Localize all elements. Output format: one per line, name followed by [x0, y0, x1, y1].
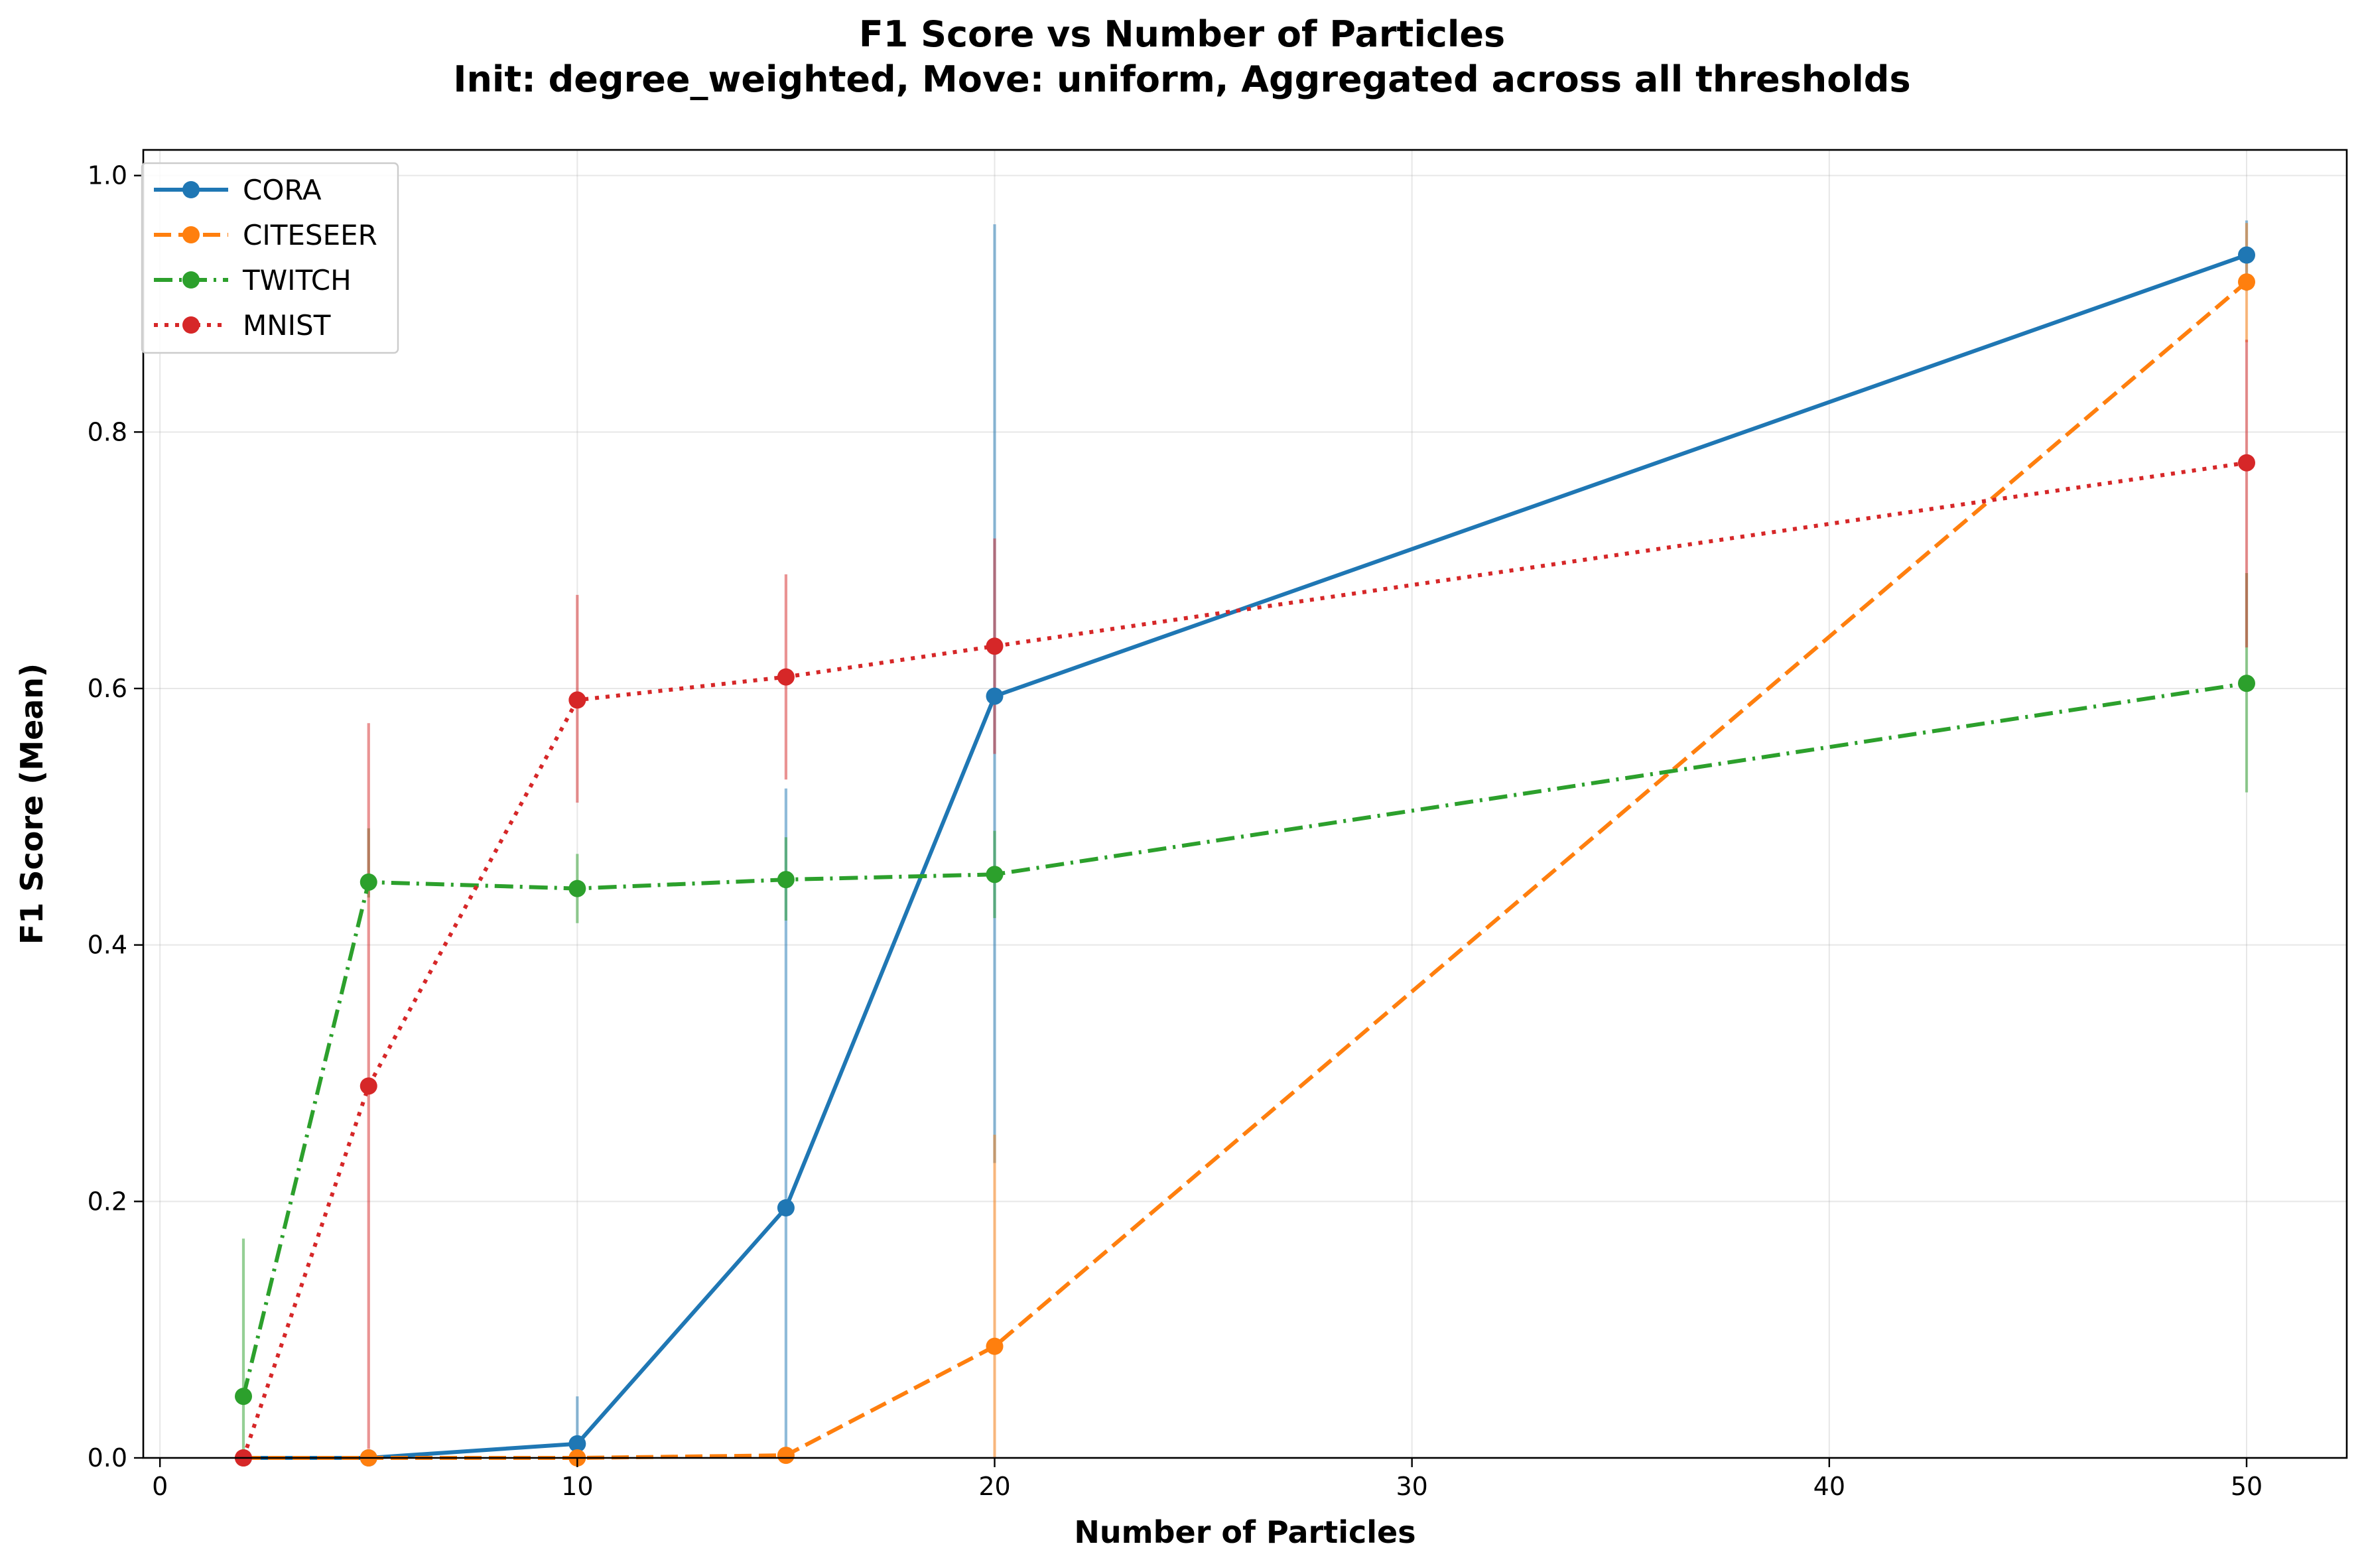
citeseer-point [2238, 273, 2255, 291]
twitch-point [568, 880, 586, 897]
x-tick-label: 30 [1396, 1472, 1427, 1501]
legend-cora-label: CORA [243, 174, 322, 206]
plot-frame [142, 149, 2348, 1459]
legend-mnist-marker [182, 316, 200, 334]
cora-point [568, 1435, 586, 1453]
x-axis-title: Number of Particles [1074, 1514, 1415, 1550]
mnist-point [360, 1077, 377, 1095]
legend-citeseer-marker [182, 226, 200, 243]
y-tick-label: 0.0 [88, 1443, 127, 1472]
twitch-line [241, 681, 2247, 1397]
cora-point [986, 687, 1004, 705]
series-markers [235, 246, 2255, 1467]
grid-lines [143, 150, 2347, 1459]
mnist-point [986, 637, 1004, 655]
mnist-point [568, 691, 586, 709]
twitch-point [777, 871, 795, 889]
y-tick-label: 0.8 [88, 417, 127, 446]
cora-point [777, 1199, 795, 1216]
chart-title: F1 Score vs Number of Particles [859, 13, 1505, 55]
x-tick-label: 20 [978, 1472, 1010, 1501]
y-tick-label: 1.0 [88, 161, 127, 190]
cora-point [2238, 246, 2255, 264]
series-lines [241, 253, 2248, 1460]
mnist-point [2238, 454, 2255, 472]
legend: CORA CITESEER TWITCH MNIST [141, 162, 399, 354]
twitch-point [2238, 675, 2255, 692]
twitch-point [986, 866, 1004, 883]
y-tick-label: 0.6 [88, 674, 127, 703]
legend-cora-marker [182, 181, 200, 198]
twitch-point [235, 1388, 252, 1405]
cora-line [243, 253, 2247, 1460]
chart-subtitle: Init: degree_weighted, Move: uniform, Ag… [453, 58, 1910, 100]
legend-mnist-label: MNIST [243, 309, 331, 342]
y-tick-label: 0.4 [88, 931, 127, 960]
legend-box [141, 162, 399, 354]
citeseer-point [986, 1337, 1004, 1355]
x-tick-label: 0 [152, 1472, 168, 1501]
error-bars [241, 220, 2249, 1458]
legend-twitch-label: TWITCH [242, 264, 352, 296]
y-axis-title: F1 Score (Mean) [14, 663, 50, 945]
x-tick-label: 10 [561, 1472, 593, 1501]
mnist-point [777, 668, 795, 686]
legend-citeseer-label: CITESEER [243, 219, 377, 251]
y-tick-label: 0.2 [88, 1187, 127, 1216]
citeseer-point [777, 1447, 795, 1465]
axis-ticks: 0 10 20 30 40 50 0.0 0.2 0.4 0.6 0.8 1.0 [88, 161, 2263, 1501]
legend-twitch-marker [182, 271, 200, 289]
citeseer-line [243, 280, 2248, 1460]
x-tick-label: 40 [1813, 1472, 1845, 1501]
x-tick-label: 50 [2231, 1472, 2263, 1501]
twitch-point [360, 873, 377, 891]
mnist-line [241, 460, 2247, 1459]
